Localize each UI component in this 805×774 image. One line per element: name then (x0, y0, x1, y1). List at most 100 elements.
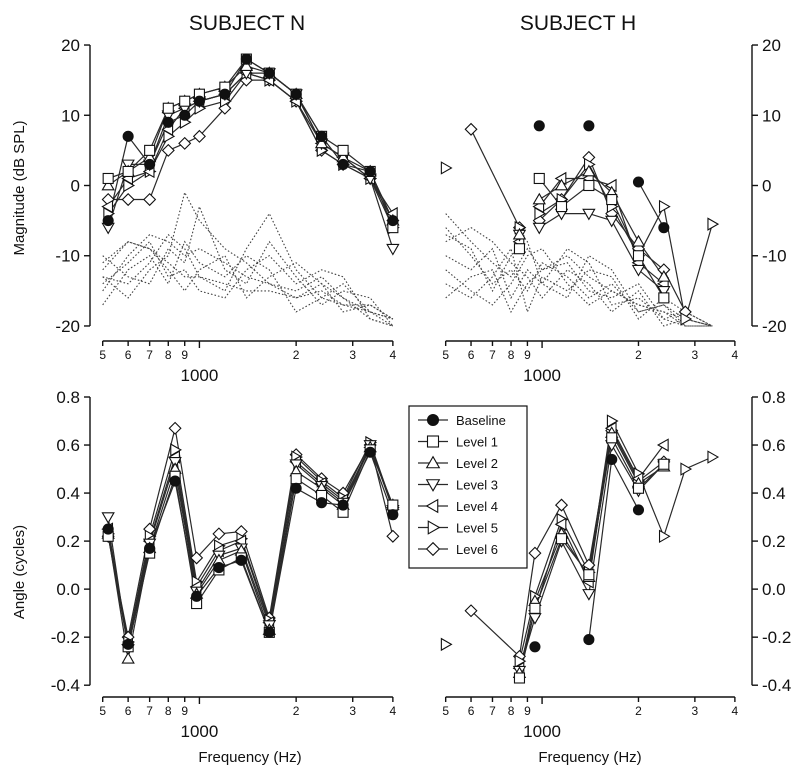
point-level-6 (143, 193, 157, 207)
point-level-2 (532, 192, 546, 205)
point-baseline (606, 453, 618, 465)
title-subject-h: SUBJECT H (520, 12, 636, 35)
x-tick-label-ang-h: 5 (442, 704, 449, 718)
panel-angle-subject-h: 0.8 0.6 0.4 0.2 0.0 -0.2 -0.4 5 6 7 8 9 2 3 4 1000 (440, 388, 791, 741)
point-baseline (144, 158, 156, 170)
x-tick-label-mag-h: 3 (692, 348, 699, 362)
point-level-6 (192, 129, 206, 143)
point-level-5 (707, 217, 720, 231)
y-tick-label-mag-n: 0 (71, 177, 80, 196)
point-level-1 (658, 458, 670, 470)
point-level-5 (658, 529, 671, 543)
x-tick-label-ang-h: 9 (524, 704, 531, 718)
point-baseline (240, 53, 252, 65)
legend-label-level-1: Level 1 (456, 435, 498, 450)
point-level-3 (386, 243, 400, 256)
panel-magnitude-subject-h: 20 10 0 -10 -20 5 6 7 8 9 2 3 4 1000 (440, 36, 787, 385)
point-baseline (213, 561, 225, 574)
y-tick-label-ang-h: 0.2 (762, 532, 786, 551)
x-tick-label-mag-n: 6 (125, 348, 132, 362)
noise-floor-trace-6 (445, 262, 713, 327)
legend-marker-level-5 (427, 520, 441, 535)
point-baseline (583, 120, 595, 132)
y-tick-label-mag-n: 10 (61, 106, 80, 125)
x-tick-label-ang-h: 2 (635, 704, 642, 718)
point-level-4 (101, 199, 114, 214)
noise-floor-trace-0 (445, 213, 713, 327)
point-level-1 (144, 144, 156, 156)
point-level-5 (707, 450, 720, 464)
point-level-4 (554, 517, 567, 531)
point-level-2 (512, 227, 527, 240)
noise-floor-trace-5 (102, 241, 394, 320)
x-tick-label-major-ang-n: 1000 (181, 722, 219, 741)
point-baseline (337, 158, 349, 170)
x-tick-label-ang-h: 4 (732, 704, 739, 718)
legend-marker-level-4 (425, 498, 439, 514)
noise-floor-trace-5 (445, 248, 713, 327)
legend-marker-level-3 (425, 479, 441, 492)
x-tick-label-ang-h: 7 (489, 704, 496, 718)
point-level-2 (121, 651, 135, 664)
ylabel-angle: Angle (cycles) (11, 525, 28, 619)
noise-floor-trace-7 (445, 234, 713, 327)
y-tick-label-ang-n: -0.2 (51, 628, 80, 647)
title-subject-n: SUBJECT N (189, 12, 305, 35)
point-level-5 (440, 161, 453, 175)
y-tick-label-mag-n: -20 (55, 317, 80, 336)
y-tick-label-ang-n: 0.2 (56, 532, 80, 551)
point-level-2 (657, 269, 671, 282)
series-line-baseline (588, 457, 640, 640)
y-tick-label-mag-n: -10 (55, 247, 80, 266)
point-baseline (337, 499, 349, 511)
point-baseline (179, 109, 191, 121)
point-level-6 (464, 604, 478, 618)
point-level-1 (102, 172, 114, 185)
point-level-6 (386, 529, 400, 543)
point-baseline (632, 504, 645, 516)
point-baseline (364, 446, 376, 458)
y-tick-label-ang-h: 0.4 (762, 484, 786, 503)
x-tick-label-mag-h: 5 (442, 348, 449, 362)
x-tick-label-ang-n: 8 (165, 704, 172, 718)
y-tick-label-ang-n: 0.8 (56, 388, 80, 407)
x-tick-label-mag-n: 7 (146, 348, 153, 362)
point-level-1 (658, 292, 670, 304)
point-level-1 (162, 102, 174, 114)
point-baseline (529, 641, 541, 653)
noise-floor-trace-4 (102, 204, 394, 327)
xlabel-frequency-left: Frequency (Hz) (198, 749, 301, 766)
x-tick-label-major-ang-h: 1000 (523, 722, 561, 741)
series-line-level-6 (470, 129, 521, 228)
y-tick-label-ang-h: 0.0 (762, 580, 786, 599)
legend-box (408, 405, 528, 569)
legend-label-level-3: Level 3 (456, 478, 498, 493)
point-baseline (533, 120, 545, 132)
noise-floor-trace-3 (102, 240, 394, 327)
x-tick-label-mag-h: 4 (732, 348, 739, 362)
y-tick-label-mag-n: 20 (61, 36, 80, 55)
x-tick-label-ang-n: 6 (125, 704, 132, 718)
y-tick-label-ang-n: -0.4 (51, 676, 80, 695)
y-tick-label-ang-n: 0.6 (56, 436, 80, 455)
point-baseline (290, 482, 302, 494)
point-baseline (263, 626, 275, 638)
point-baseline (387, 215, 399, 227)
noise-floor-trace-6 (102, 240, 394, 327)
point-level-1 (533, 172, 545, 185)
point-baseline (122, 130, 134, 142)
point-level-6 (554, 498, 569, 512)
x-tick-label-mag-n: 8 (165, 348, 172, 362)
point-level-1 (122, 165, 134, 178)
y-tick-label-ang-h: 0.6 (762, 436, 786, 455)
noise-floor-trace-1 (445, 227, 713, 327)
point-level-3 (605, 215, 619, 228)
y-tick-label-ang-h: 0.8 (762, 388, 786, 407)
noise-floor-trace-7 (102, 212, 394, 320)
xlabel-frequency-right: Frequency (Hz) (538, 749, 641, 766)
y-tick-label-mag-h: 0 (762, 177, 771, 196)
x-tick-label-mag-n: 4 (390, 348, 397, 362)
x-tick-label-mag-n: 5 (99, 348, 106, 362)
point-level-6 (212, 527, 226, 541)
